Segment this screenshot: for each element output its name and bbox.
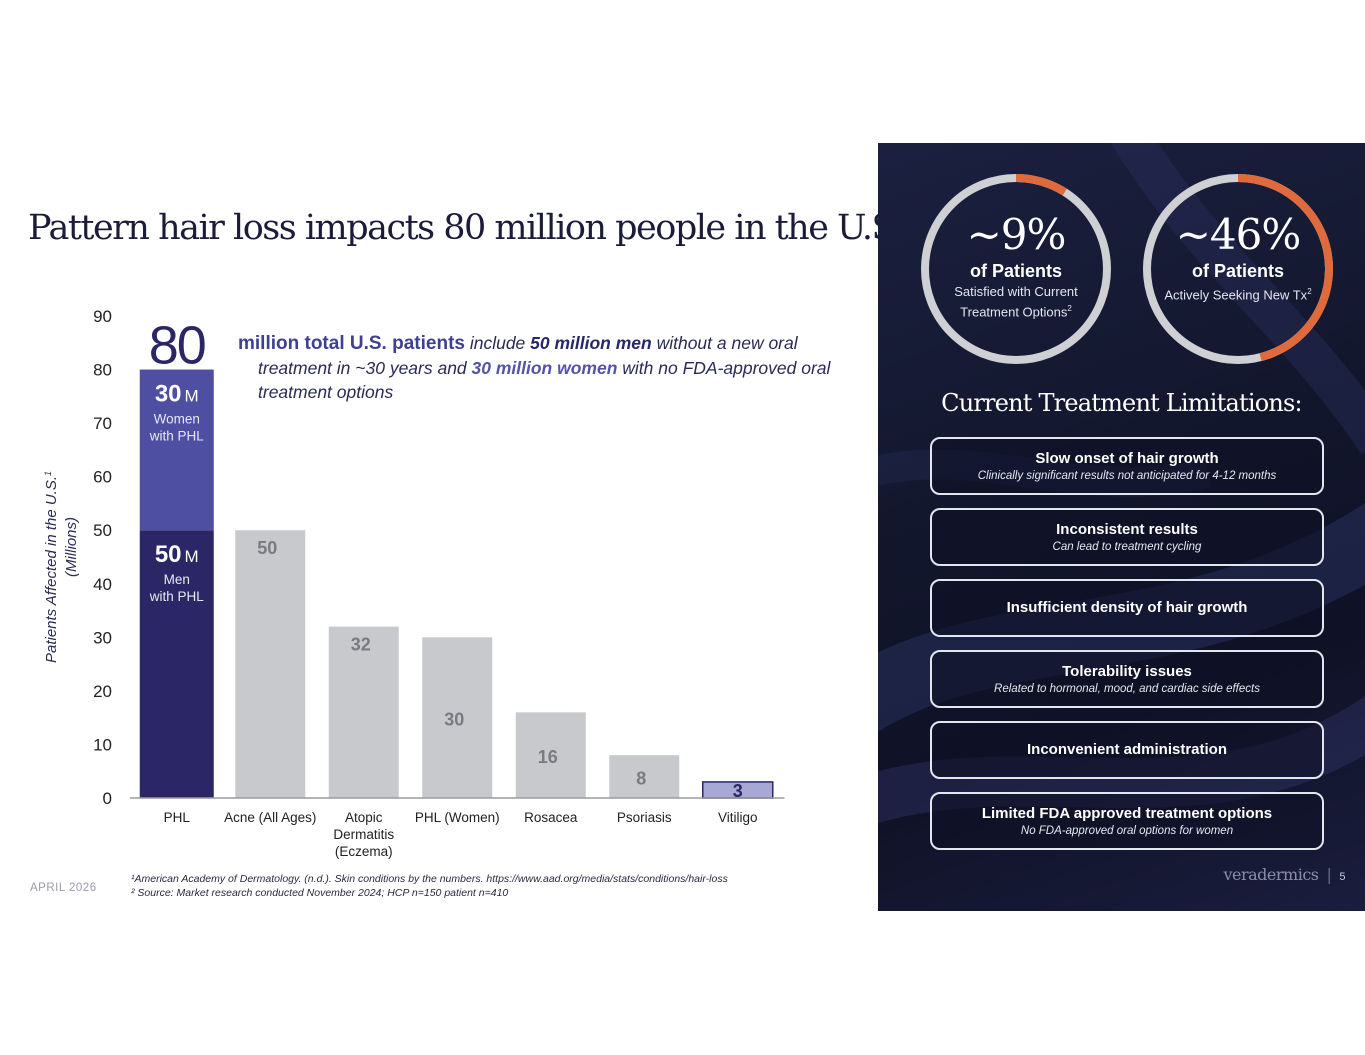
y-tick-label: 30	[93, 628, 112, 647]
x-category-label: Atopic	[345, 810, 383, 825]
y-axis-label: Patients Affected in the U.S.1	[43, 471, 60, 663]
callout-part-1: include	[464, 333, 531, 353]
stat-footnote-mark: 2	[1307, 287, 1312, 296]
y-tick-label: 40	[93, 575, 112, 594]
callout-part-3: with no FDA-approved oral treatment opti…	[258, 358, 831, 402]
callout-text: million total U.S. patients include 50 m…	[238, 331, 838, 404]
stack-value-unit: M	[185, 387, 199, 406]
y-axis-unit: (Millions)	[63, 517, 80, 577]
y-tick-label: 20	[93, 682, 112, 701]
stat-percent: ~9%	[966, 210, 1067, 259]
y-axis-label-sup: 1	[43, 471, 53, 476]
x-category-label: Vitiligo	[718, 810, 758, 825]
stack-label: with PHL	[149, 429, 205, 444]
page-title: Pattern hair loss impacts 80 million peo…	[28, 206, 916, 248]
limitation-card: Limited FDA approved treatment options N…	[930, 792, 1324, 850]
ring-chart-icon	[921, 174, 1111, 364]
side-panel: ~9% of Patients Satisfied with Current T…	[878, 143, 1365, 911]
stack-value-number: 50	[155, 541, 182, 568]
limitation-title: Insufficient density of hair growth	[1006, 599, 1248, 616]
bar	[235, 530, 306, 798]
total-value-label: 80	[149, 316, 205, 376]
y-tick-label: 90	[93, 307, 112, 326]
stat-percent: ~46%	[1175, 210, 1302, 259]
bar	[515, 712, 586, 798]
bar-value-label: 50	[257, 538, 277, 558]
x-category-label: Psoriasis	[617, 810, 672, 825]
limitation-card: Inconsistent results Can lead to treatme…	[930, 508, 1324, 566]
page-number: 5	[1339, 871, 1345, 883]
stat-footnote-mark: 2	[1067, 304, 1072, 313]
x-category-label: PHL	[164, 810, 191, 825]
y-tick-label: 10	[93, 735, 112, 754]
bar	[422, 637, 493, 798]
stack-value: 30 M	[155, 381, 199, 408]
brand-logo: veradermics	[1223, 865, 1319, 884]
stack-segment	[139, 369, 214, 531]
x-category-label: Dermatitis	[333, 827, 394, 842]
stat-ring-satisfied: ~9% of Patients Satisfied with Current T…	[918, 171, 1114, 367]
bar-value-label: 8	[636, 769, 646, 789]
limitation-sub: No FDA-approved oral options for women	[1020, 824, 1234, 837]
stack-value: 50 M	[155, 541, 199, 568]
ring-progress	[1143, 174, 1333, 364]
footnote-1: ¹American Academy of Dermatology. (n.d.)…	[131, 873, 728, 885]
x-category-label: Rosacea	[524, 810, 578, 825]
stack-value-number: 30	[155, 381, 182, 408]
bar	[328, 626, 399, 798]
stack-label: Women	[154, 412, 200, 427]
limitation-sub: Related to hormonal, mood, and cardiac s…	[994, 682, 1260, 695]
stack-value-unit: M	[185, 547, 199, 566]
callout-part-2: without a new oral treatment in ~30 year…	[258, 333, 798, 378]
limitation-title: Inconsistent results	[1056, 520, 1198, 538]
limitation-card: Inconvenient administration	[930, 721, 1324, 779]
stat-sub-text: Actively Seeking New Tx	[1164, 287, 1308, 303]
bar	[609, 755, 680, 798]
y-tick-label: 60	[93, 468, 112, 487]
brand-separator: |	[1326, 865, 1332, 884]
y-axis-label-text: Patients Affected in the U.S.	[43, 476, 60, 663]
limitation-card: Insufficient density of hair growth	[930, 579, 1324, 637]
stat-sub-text: Satisfied with Current Treatment Options	[954, 284, 1078, 320]
stack-segment	[139, 530, 214, 798]
stat-ring-seeking: ~46% of Patients Actively Seeking New Tx…	[1140, 171, 1336, 367]
limitation-card: Slow onset of hair growth Clinically sig…	[930, 437, 1324, 495]
stat-label: of Patients	[969, 261, 1062, 281]
limitation-title: Tolerability issues	[1062, 662, 1192, 680]
bar-value-label: 16	[538, 747, 558, 767]
y-tick-label: 70	[93, 414, 112, 433]
limitation-sub: Clinically significant results not antic…	[977, 469, 1277, 482]
ring-chart-icon	[1143, 174, 1333, 364]
x-category-label: (Eczema)	[335, 844, 393, 859]
stack-label: Men	[164, 572, 190, 587]
page-title-text: Pattern hair loss impacts 80 million peo…	[28, 208, 904, 248]
callout-lead: million total U.S. patients	[238, 333, 465, 354]
bar-value-label: 30	[444, 710, 464, 730]
limitation-title: Slow onset of hair growth	[1035, 449, 1219, 467]
x-category-label: Acne (All Ages)	[224, 810, 316, 825]
stat-sub: Satisfied with Current Treatment Options…	[918, 283, 1114, 320]
stack-label: with PHL	[149, 589, 205, 604]
limitation-title: Inconvenient administration	[1026, 741, 1228, 758]
limitation-sub: Can lead to treatment cycling	[1052, 540, 1202, 553]
footnotes: ¹American Academy of Dermatology. (n.d.)…	[131, 872, 728, 900]
date-label: APRIL 2026	[30, 882, 97, 894]
limitation-card: Tolerability issues Related to hormonal,…	[930, 650, 1324, 708]
ring-progress	[921, 174, 1111, 364]
y-tick-label: 50	[93, 521, 112, 540]
bar-value-label: 3	[733, 781, 743, 801]
brand-footer: veradermics | 5	[1223, 865, 1345, 884]
y-tick-label: 80	[93, 361, 112, 380]
bar-value-label: 32	[351, 635, 371, 655]
stat-label: of Patients	[1191, 261, 1284, 281]
x-category-label: PHL (Women)	[415, 810, 500, 825]
limitations-title: Current Treatment Limitations:	[941, 389, 1302, 417]
callout-women: 30 million women	[471, 358, 618, 378]
callout-men: 50 million men	[530, 333, 652, 353]
limitation-title: Limited FDA approved treatment options	[981, 804, 1273, 822]
stat-sub: Actively Seeking New Tx2	[1140, 283, 1336, 303]
footnote-2: ² Source: Market research conducted Nove…	[131, 887, 509, 899]
y-tick-label: 0	[103, 789, 112, 808]
bar-chart: 0 10 20 30 40 50 60 70 80 90 Patients Affected in …	[43, 307, 785, 859]
